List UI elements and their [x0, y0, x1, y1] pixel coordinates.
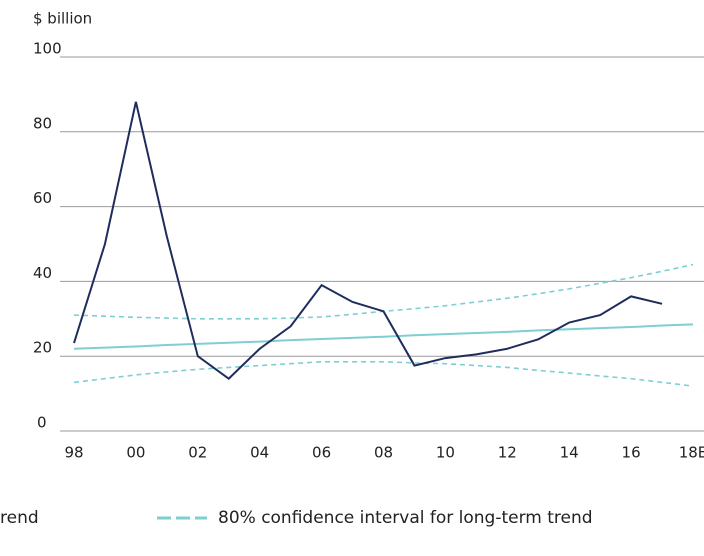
y-tick-label: 0	[37, 414, 47, 432]
x-tick-label: 14	[560, 444, 579, 462]
x-tick-label: 08	[374, 444, 393, 462]
data-line	[73, 101, 663, 380]
x-tick-label: 02	[188, 444, 207, 462]
x-tick-label: 16	[622, 444, 641, 462]
y-tick-label: 100	[33, 40, 62, 58]
y-tick-label: 80	[33, 114, 52, 132]
y-tick-label: 20	[33, 339, 52, 357]
x-tick-label: 04	[250, 444, 269, 462]
legend-label: 80% confidence interval for long-term tr…	[218, 508, 593, 528]
x-tick-label: 06	[312, 444, 331, 462]
x-tick-label: 98	[64, 444, 83, 462]
x-tick-label: 00	[126, 444, 145, 462]
x-tick-label: 12	[498, 444, 517, 462]
ci-lower-line	[73, 361, 694, 387]
y-tick-label: 40	[33, 264, 52, 282]
y-tick-label: 60	[33, 189, 52, 207]
x-tick-label: 18E	[679, 444, 704, 462]
y-axis-title: $ billion	[33, 10, 92, 28]
data-line	[73, 323, 694, 350]
legend-label: rend	[0, 508, 39, 528]
x-tick-label: 10	[436, 444, 455, 462]
